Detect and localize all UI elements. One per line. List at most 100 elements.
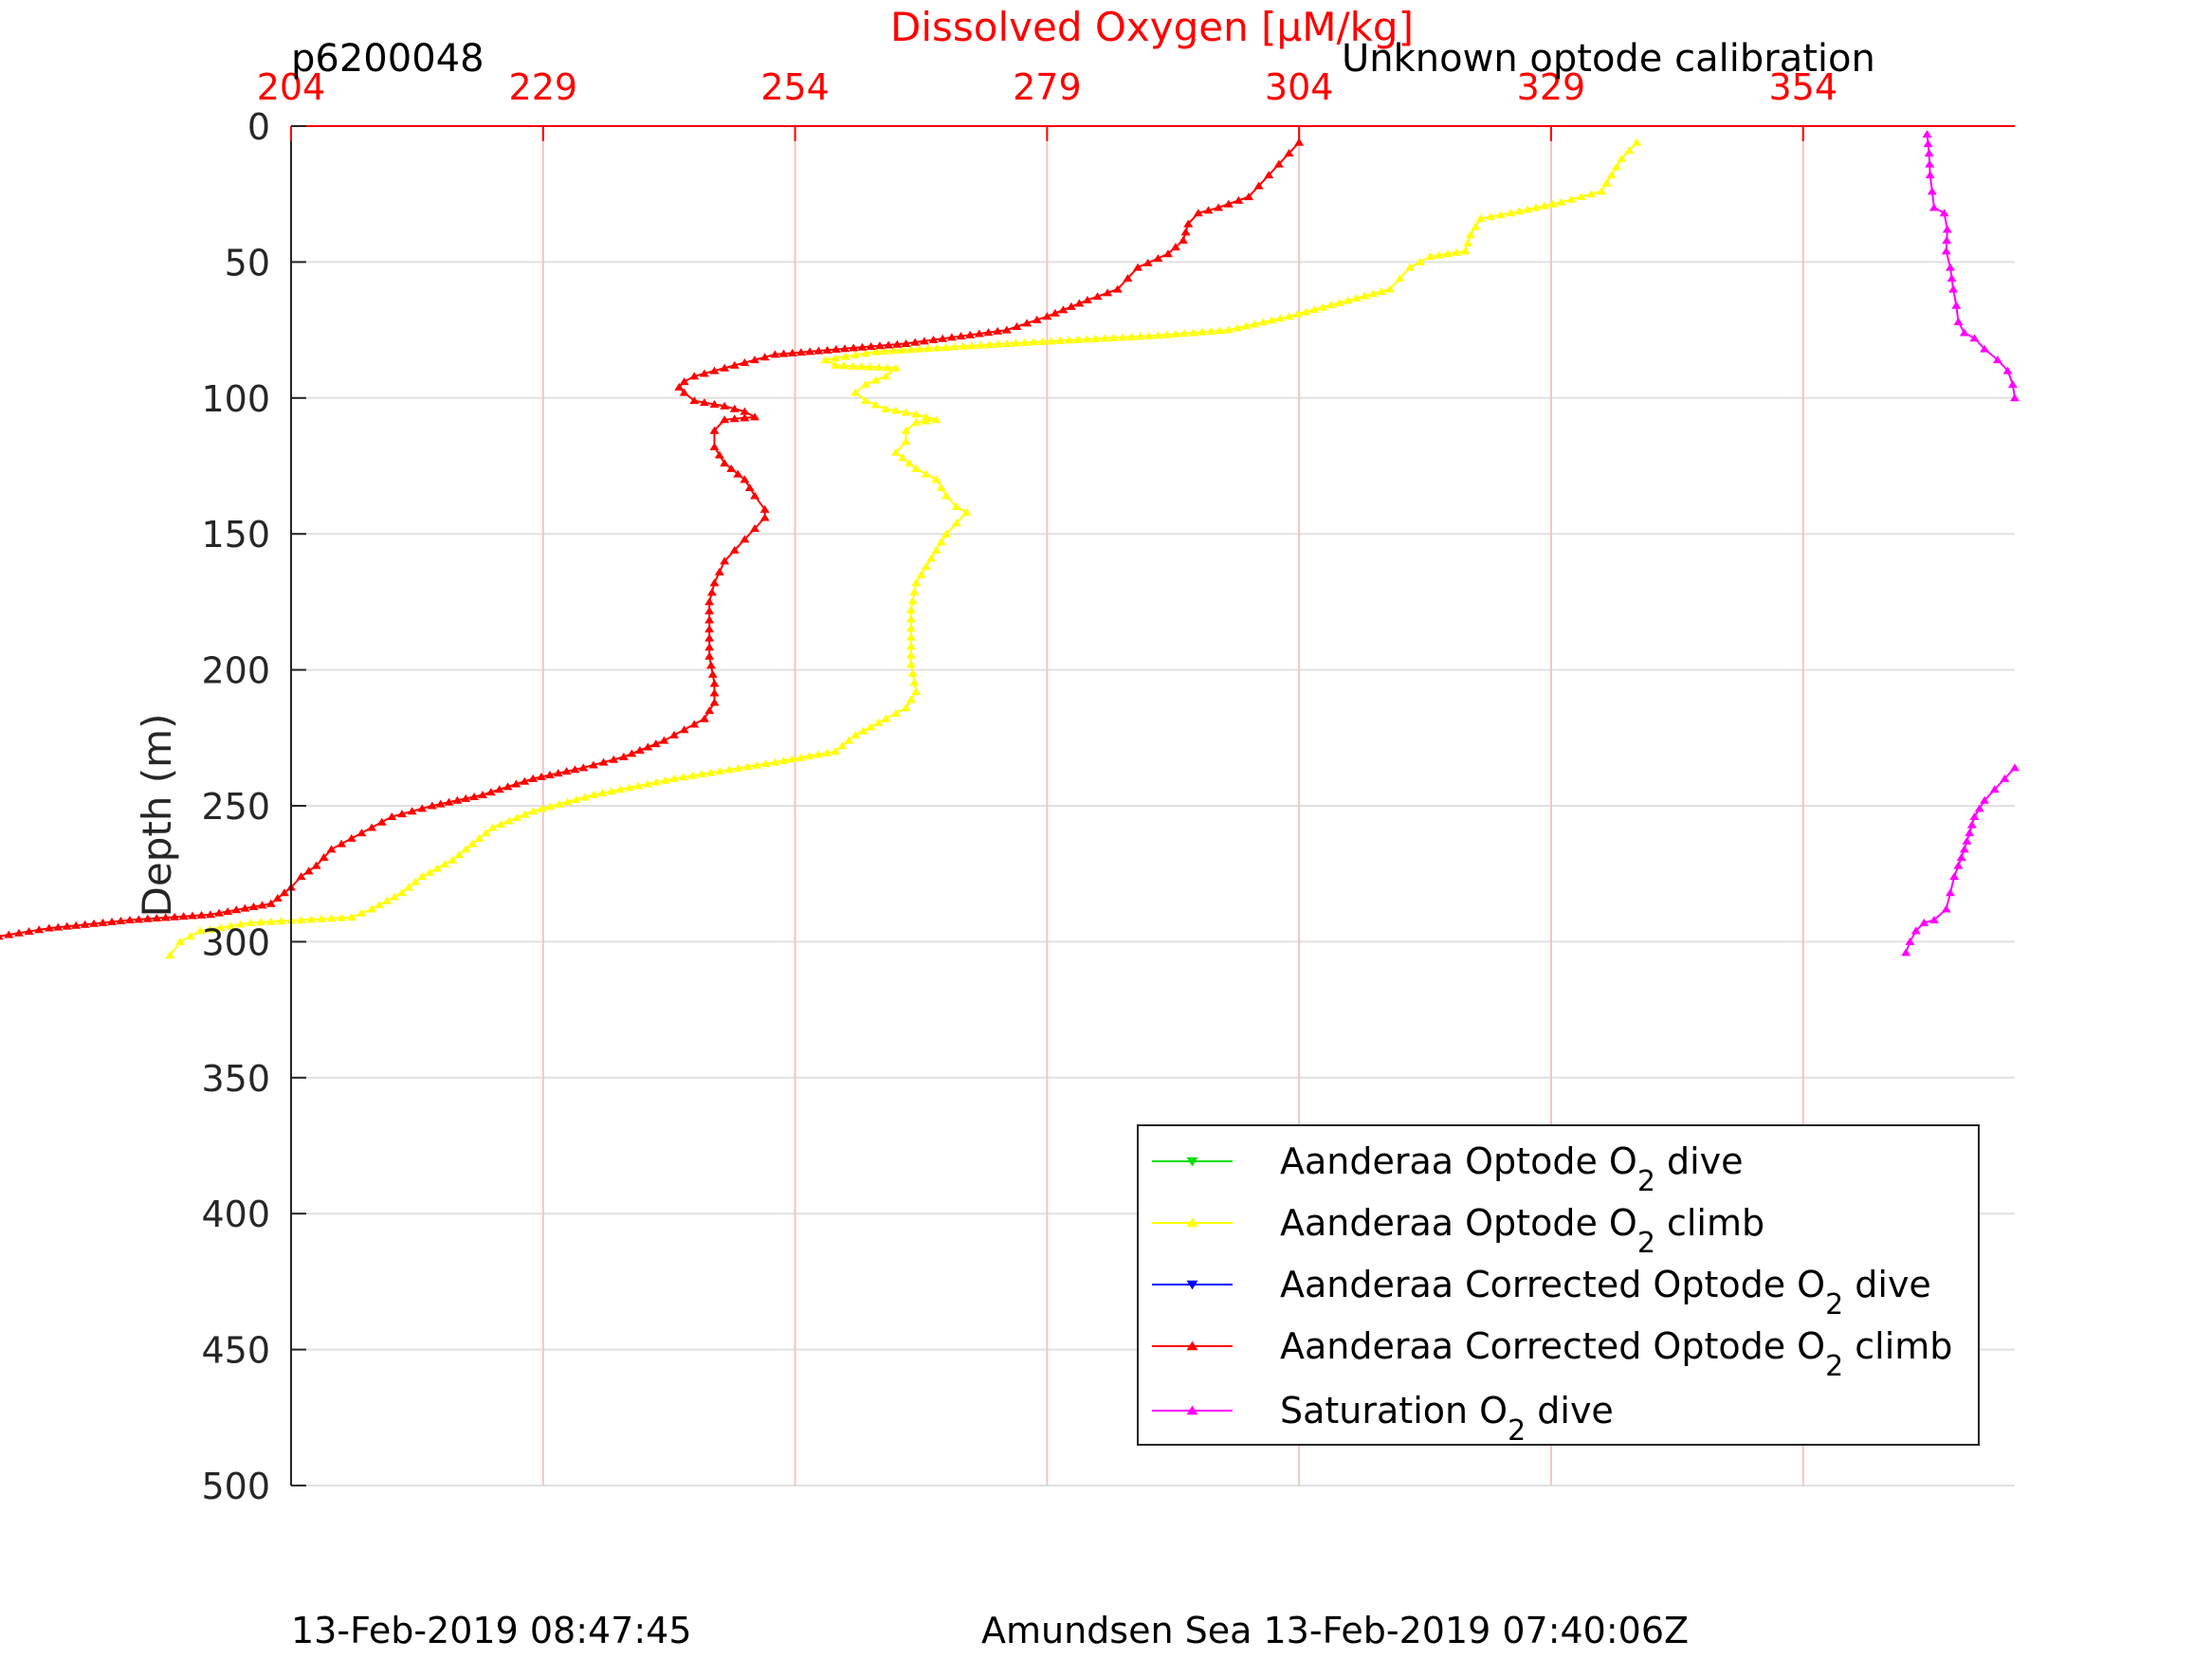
corrected_climb-point (993, 326, 1003, 335)
corrected_climb-point (1123, 274, 1133, 283)
corrected_climb-point (770, 350, 780, 358)
climb-point (715, 766, 725, 775)
corrected_climb-point (1092, 292, 1103, 301)
corrected_climb-point (265, 899, 276, 907)
corrected_climb-point (346, 833, 356, 842)
climb-point (1161, 330, 1172, 338)
climb-point (907, 668, 918, 677)
climb-point (873, 719, 884, 727)
climb-point (936, 483, 946, 491)
climb-point (1586, 190, 1597, 198)
saturation-point (1992, 356, 2002, 364)
saturation-point (1922, 130, 1932, 138)
climb-point (909, 587, 920, 595)
climb-point (837, 741, 848, 750)
climb-point (404, 883, 414, 891)
corrected_climb-point (759, 353, 770, 361)
corrected_climb-point (1050, 308, 1060, 317)
climb-point (1301, 307, 1311, 316)
climb-point (571, 794, 581, 803)
corrected_climb-point (787, 348, 797, 356)
climb-point (821, 748, 832, 757)
x-tick-label: 329 (1517, 66, 1586, 108)
corrected_climb-point (709, 679, 720, 687)
climb-point (1442, 249, 1453, 258)
climb-point (1523, 205, 1533, 213)
corrected_climb-point (53, 922, 64, 931)
climb-point (1547, 199, 1558, 208)
corrected_climb-point (1264, 171, 1274, 179)
corrected_climb-point (1294, 137, 1305, 146)
corrected_climb-point (674, 382, 685, 391)
saturation-point (2010, 393, 2020, 402)
climb-point (276, 917, 286, 925)
corrected_climb-point (729, 404, 740, 412)
climb-point (175, 937, 186, 945)
saturation-point (1919, 918, 1929, 926)
climb-point (936, 538, 946, 546)
corrected_climb-point (1234, 195, 1244, 204)
corrected_climb-point (729, 545, 740, 554)
climb-point (1197, 327, 1207, 336)
corrected_climb-point (160, 913, 171, 921)
corrected_climb-point (704, 606, 715, 614)
climb-point (256, 918, 266, 926)
climb-point (705, 768, 716, 776)
legend-marker-saturation (1186, 1405, 1198, 1415)
climb-point (723, 765, 734, 774)
corrected_climb-point (689, 372, 700, 380)
saturation-point (2002, 366, 2013, 374)
corrected_climb-point (537, 772, 547, 780)
corrected_climb-point (196, 910, 207, 919)
climb-point (1082, 335, 1092, 343)
climb-point (432, 864, 443, 872)
corrected_climb-point (356, 829, 367, 837)
corrected_climb-point (679, 377, 689, 386)
climb-point (1601, 178, 1612, 187)
climb-point (966, 341, 977, 350)
legend-label-corrected_climb: Aanderaa Corrected Optode O2 climb (1280, 1325, 1952, 1383)
climb-point (624, 783, 634, 792)
y-tick-label: 350 (201, 1058, 270, 1100)
saturation-point (1905, 937, 1915, 945)
corrected_climb-point (938, 334, 948, 342)
corrected_climb-point (704, 597, 715, 606)
corrected_climb-point (750, 523, 760, 532)
corrected_climb-point (709, 688, 720, 697)
climb-point (296, 915, 306, 923)
climb-point (528, 807, 539, 815)
corrected_climb-point (1223, 199, 1234, 208)
climb-point (820, 356, 831, 364)
saturation-point (1925, 159, 1935, 168)
climb-point (454, 850, 465, 859)
climb-point (926, 554, 937, 562)
corrected_climb-point (699, 369, 709, 377)
corrected_climb-point (840, 344, 850, 353)
climb-point (951, 502, 961, 511)
climb-point (897, 345, 907, 354)
corrected_climb-point (740, 358, 750, 367)
climb-point (856, 362, 867, 371)
climb-point (520, 810, 530, 818)
saturation-point (2010, 763, 2020, 772)
corrected_climb-point (778, 349, 789, 357)
climb-point (1240, 321, 1251, 330)
corrected_climb-point (699, 714, 709, 722)
climb-point (1179, 329, 1190, 337)
climb-point (467, 839, 478, 848)
climb-point (911, 578, 922, 587)
climb-point (1612, 162, 1622, 171)
top-left-label: p6200048 (291, 37, 484, 81)
climb-point (165, 951, 175, 959)
corrected_climb-point (303, 866, 314, 875)
saturation-point (1942, 225, 1952, 233)
climb-point (417, 872, 428, 881)
corrected_climb-point (707, 669, 718, 678)
corrected_climb-point (24, 927, 34, 936)
climb-point (448, 855, 458, 864)
corrected_climb-point (376, 817, 387, 826)
climb-point (382, 896, 392, 904)
legend-label-dive: Aanderaa Optode O2 dive (1280, 1140, 1744, 1198)
